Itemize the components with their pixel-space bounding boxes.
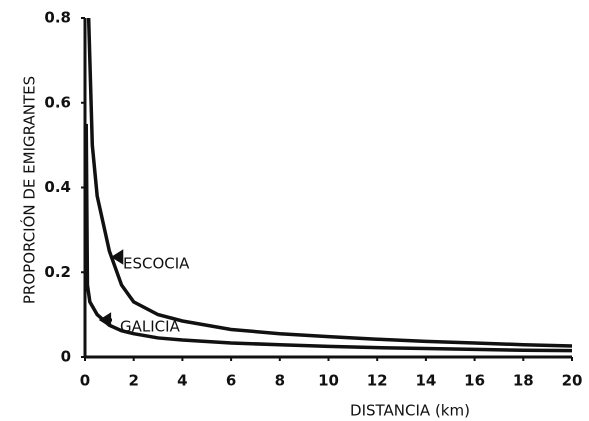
y-tick-label: 0.8 bbox=[44, 9, 71, 27]
annotation-arrow bbox=[110, 249, 124, 265]
x-tick-label: 16 bbox=[464, 372, 485, 390]
series-label: GALICIA bbox=[120, 318, 181, 336]
series-label: ESCOCIA bbox=[123, 255, 190, 273]
x-tick-label: 14 bbox=[415, 372, 436, 390]
x-tick-label: 6 bbox=[226, 372, 236, 390]
x-tick-label: 18 bbox=[513, 372, 534, 390]
line-series bbox=[86, 17, 573, 348]
y-tick-label: 0.4 bbox=[44, 178, 71, 196]
x-tick-label: 10 bbox=[318, 372, 339, 390]
x-tick-label: 8 bbox=[275, 372, 285, 390]
y-tick-label: 0 bbox=[61, 348, 71, 366]
x-tick-label: 12 bbox=[367, 372, 388, 390]
x-tick-label: 20 bbox=[562, 372, 583, 390]
x-tick-label: 4 bbox=[177, 372, 187, 390]
y-tick-label: 0.2 bbox=[44, 263, 71, 281]
y-tick-label: 0.6 bbox=[44, 93, 71, 111]
x-axis-label: DISTANCIA (km) bbox=[350, 402, 470, 420]
annotation-arrow bbox=[98, 312, 112, 328]
line-series bbox=[84, 123, 573, 353]
y-axis-label: PROPORCIÓN DE EMIGRANTES bbox=[20, 76, 39, 304]
x-tick-label: 2 bbox=[128, 372, 138, 390]
x-tick-label: 0 bbox=[80, 372, 90, 390]
